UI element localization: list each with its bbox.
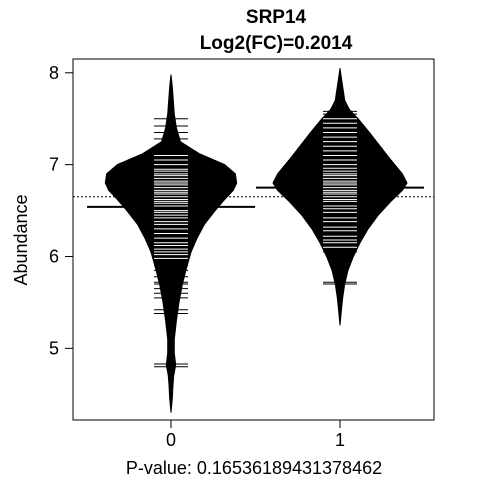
y-tick-label: 7 bbox=[49, 155, 59, 175]
bean-shape-0 bbox=[105, 75, 236, 413]
y-axis-label: Abundance bbox=[11, 194, 31, 285]
x-tick-label: 1 bbox=[335, 430, 345, 450]
x-tick-label: 0 bbox=[166, 430, 176, 450]
chart-title: SRP14 bbox=[246, 7, 307, 28]
chart-subtitle: Log2(FC)=0.2014 bbox=[200, 33, 353, 54]
y-axis: 5 6 7 8 bbox=[49, 63, 73, 359]
plot-frame bbox=[73, 59, 434, 420]
beans-layer bbox=[73, 68, 434, 413]
y-tick-label: 5 bbox=[49, 338, 59, 358]
x-axis-label: P-value: 0.16536189431378462 bbox=[126, 458, 382, 478]
y-tick-label: 6 bbox=[49, 246, 59, 266]
y-tick-label: 8 bbox=[49, 63, 59, 83]
